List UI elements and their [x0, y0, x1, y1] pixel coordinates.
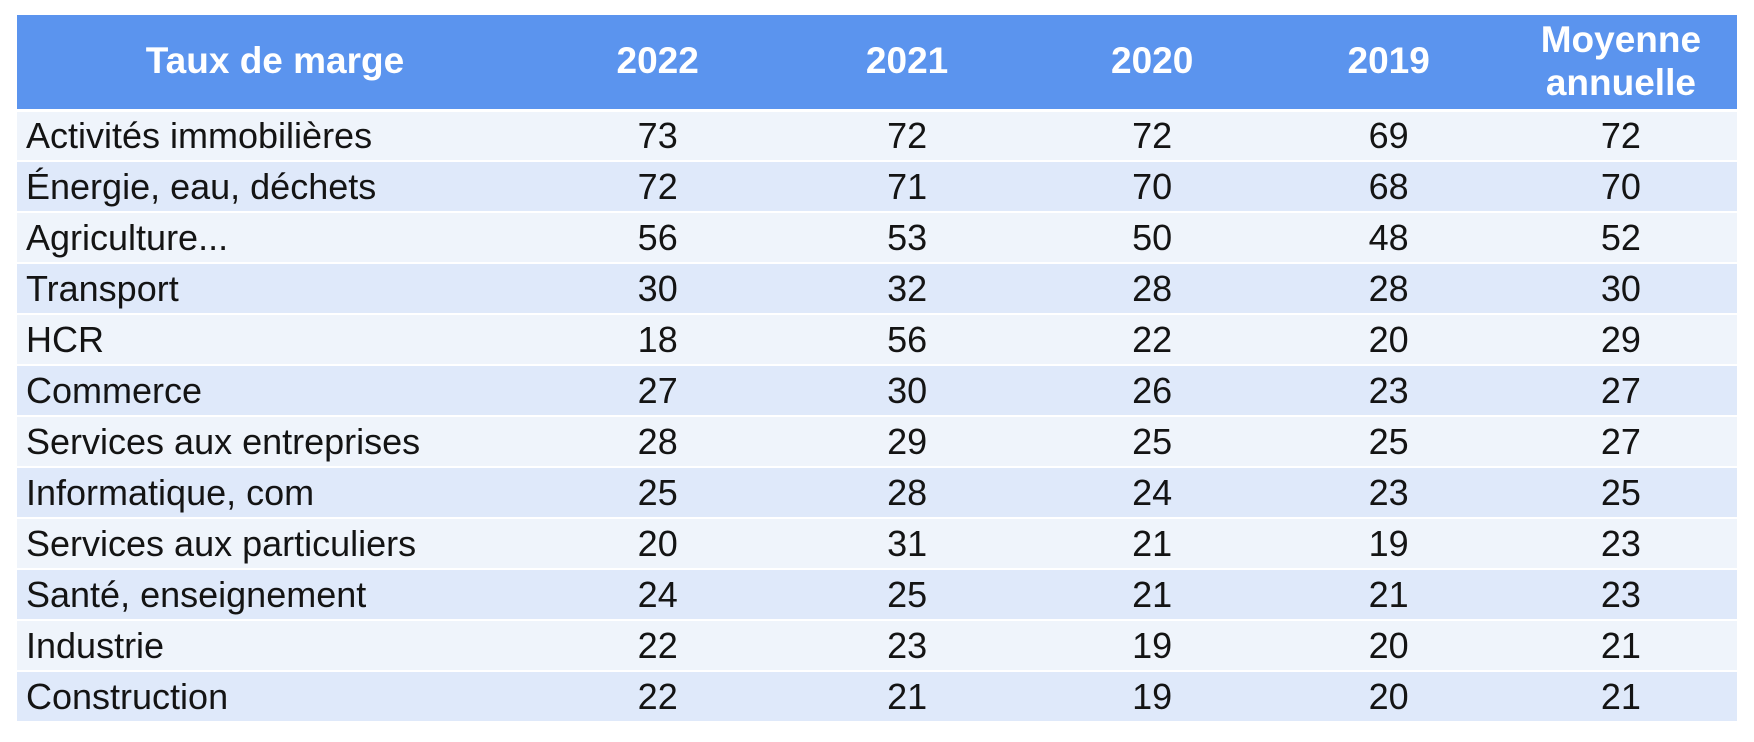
cell-value: 24 — [1031, 467, 1273, 519]
row-label: Industrie — [17, 620, 533, 672]
cell-value: 73 — [533, 110, 783, 162]
table-row: HCR 18 56 22 20 29 — [17, 314, 1737, 366]
cell-value: 72 — [782, 110, 1032, 162]
cell-value: 19 — [1031, 671, 1273, 723]
cell-value: 48 — [1272, 212, 1505, 264]
header-cell-2019: 2019 — [1272, 15, 1505, 112]
cell-value: 27 — [1504, 416, 1737, 468]
cell-value: 22 — [1031, 314, 1273, 366]
table-row: Industrie 22 23 19 20 21 — [17, 620, 1737, 672]
cell-value: 30 — [782, 365, 1032, 417]
cell-value: 29 — [1504, 314, 1737, 366]
row-label: Transport — [17, 263, 533, 315]
cell-value: 28 — [1031, 263, 1273, 315]
cell-value: 72 — [533, 161, 783, 213]
row-label: HCR — [17, 314, 533, 366]
cell-value: 27 — [533, 365, 783, 417]
cell-value: 20 — [1272, 620, 1505, 672]
table-row: Santé, enseignement 24 25 21 21 23 — [17, 569, 1737, 621]
table-row: Agriculture... 56 53 50 48 52 — [17, 212, 1737, 264]
table-row: Activités immobilières 73 72 72 69 72 — [17, 110, 1737, 162]
table-header: Taux de marge 2022 2021 2020 2019 Moyenn… — [17, 15, 1737, 112]
cell-value: 72 — [1504, 110, 1737, 162]
cell-value: 19 — [1272, 518, 1505, 570]
cell-value: 23 — [1504, 569, 1737, 621]
header-cell-2022: 2022 — [533, 15, 783, 112]
cell-value: 21 — [1504, 671, 1737, 723]
cell-value: 28 — [533, 416, 783, 468]
row-label: Services aux entreprises — [17, 416, 533, 468]
cell-value: 70 — [1031, 161, 1273, 213]
header-cell-title: Taux de marge — [17, 15, 533, 112]
cell-value: 32 — [782, 263, 1032, 315]
cell-value: 25 — [1272, 416, 1505, 468]
cell-value: 68 — [1272, 161, 1505, 213]
cell-value: 22 — [533, 620, 783, 672]
header-cell-2021: 2021 — [782, 15, 1032, 112]
table-row: Construction 22 21 19 20 21 — [17, 671, 1737, 723]
header-row: Taux de marge 2022 2021 2020 2019 Moyenn… — [17, 15, 1737, 112]
cell-value: 53 — [782, 212, 1032, 264]
cell-value: 21 — [1272, 569, 1505, 621]
table-row: Services aux entreprises 28 29 25 25 27 — [17, 416, 1737, 468]
cell-value: 18 — [533, 314, 783, 366]
cell-value: 24 — [533, 569, 783, 621]
cell-value: 28 — [1272, 263, 1505, 315]
margin-rate-table: Taux de marge 2022 2021 2020 2019 Moyenn… — [17, 15, 1737, 723]
row-label: Commerce — [17, 365, 533, 417]
header-cell-moyenne-annuelle: Moyenne annuelle — [1504, 15, 1737, 112]
cell-value: 20 — [1272, 671, 1505, 723]
cell-value: 22 — [533, 671, 783, 723]
cell-value: 28 — [782, 467, 1032, 519]
cell-value: 19 — [1031, 620, 1273, 672]
cell-value: 23 — [1272, 467, 1505, 519]
cell-value: 29 — [782, 416, 1032, 468]
table-row: Énergie, eau, déchets 72 71 70 68 70 — [17, 161, 1737, 213]
row-label: Agriculture... — [17, 212, 533, 264]
cell-value: 30 — [533, 263, 783, 315]
cell-value: 23 — [1272, 365, 1505, 417]
cell-value: 25 — [782, 569, 1032, 621]
row-label: Informatique, com — [17, 467, 533, 519]
cell-value: 21 — [1031, 518, 1273, 570]
cell-value: 50 — [1031, 212, 1273, 264]
cell-value: 21 — [782, 671, 1032, 723]
cell-value: 21 — [1031, 569, 1273, 621]
table-row: Informatique, com 25 28 24 23 25 — [17, 467, 1737, 519]
cell-value: 31 — [782, 518, 1032, 570]
cell-value: 72 — [1031, 110, 1273, 162]
cell-value: 23 — [1504, 518, 1737, 570]
cell-value: 23 — [782, 620, 1032, 672]
table-row: Commerce 27 30 26 23 27 — [17, 365, 1737, 417]
cell-value: 26 — [1031, 365, 1273, 417]
cell-value: 20 — [1272, 314, 1505, 366]
cell-value: 25 — [1504, 467, 1737, 519]
cell-value: 69 — [1272, 110, 1505, 162]
cell-value: 20 — [533, 518, 783, 570]
table-row: Services aux particuliers 20 31 21 19 23 — [17, 518, 1737, 570]
cell-value: 30 — [1504, 263, 1737, 315]
cell-value: 56 — [782, 314, 1032, 366]
cell-value: 27 — [1504, 365, 1737, 417]
cell-value: 70 — [1504, 161, 1737, 213]
cell-value: 21 — [1504, 620, 1737, 672]
row-label: Services aux particuliers — [17, 518, 533, 570]
header-cell-2020: 2020 — [1031, 15, 1273, 112]
cell-value: 71 — [782, 161, 1032, 213]
cell-value: 25 — [1031, 416, 1273, 468]
row-label: Santé, enseignement — [17, 569, 533, 621]
row-label: Énergie, eau, déchets — [17, 161, 533, 213]
row-label: Construction — [17, 671, 533, 723]
cell-value: 25 — [533, 467, 783, 519]
table-row: Transport 30 32 28 28 30 — [17, 263, 1737, 315]
row-label: Activités immobilières — [17, 110, 533, 162]
cell-value: 56 — [533, 212, 783, 264]
cell-value: 52 — [1504, 212, 1737, 264]
table-body: Activités immobilières 73 72 72 69 72 Én… — [17, 110, 1737, 723]
